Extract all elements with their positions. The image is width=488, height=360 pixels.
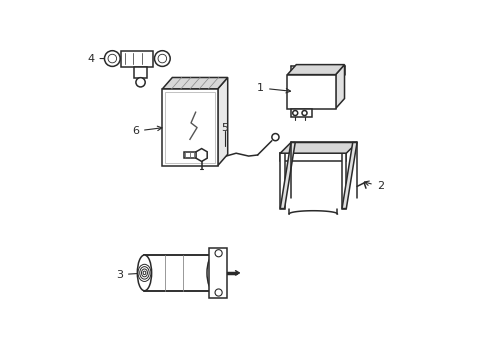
Ellipse shape <box>206 255 221 291</box>
Polygon shape <box>341 143 356 208</box>
Polygon shape <box>287 64 344 75</box>
Text: 6: 6 <box>132 126 162 136</box>
Polygon shape <box>280 143 356 153</box>
Polygon shape <box>162 77 227 89</box>
Text: 1: 1 <box>257 83 290 93</box>
Bar <box>121 50 153 67</box>
Circle shape <box>271 134 279 141</box>
Polygon shape <box>217 77 227 166</box>
Bar <box>341 153 346 208</box>
Bar <box>208 248 226 298</box>
Bar <box>165 92 214 163</box>
Polygon shape <box>196 149 207 161</box>
Bar <box>280 153 346 161</box>
Bar <box>183 152 201 158</box>
Bar <box>134 67 147 78</box>
Polygon shape <box>335 64 344 109</box>
Text: 3: 3 <box>116 270 144 280</box>
Ellipse shape <box>137 255 151 291</box>
Bar <box>290 109 312 117</box>
Bar <box>287 75 335 109</box>
Circle shape <box>302 111 306 116</box>
Circle shape <box>136 78 145 87</box>
Bar <box>162 89 217 166</box>
Polygon shape <box>144 255 214 291</box>
Text: 5: 5 <box>221 123 228 133</box>
Circle shape <box>104 51 120 66</box>
Circle shape <box>292 111 297 116</box>
Polygon shape <box>280 143 295 208</box>
Circle shape <box>154 51 170 66</box>
Text: 4: 4 <box>87 54 113 64</box>
Text: 2: 2 <box>364 181 383 192</box>
Bar <box>280 153 284 208</box>
